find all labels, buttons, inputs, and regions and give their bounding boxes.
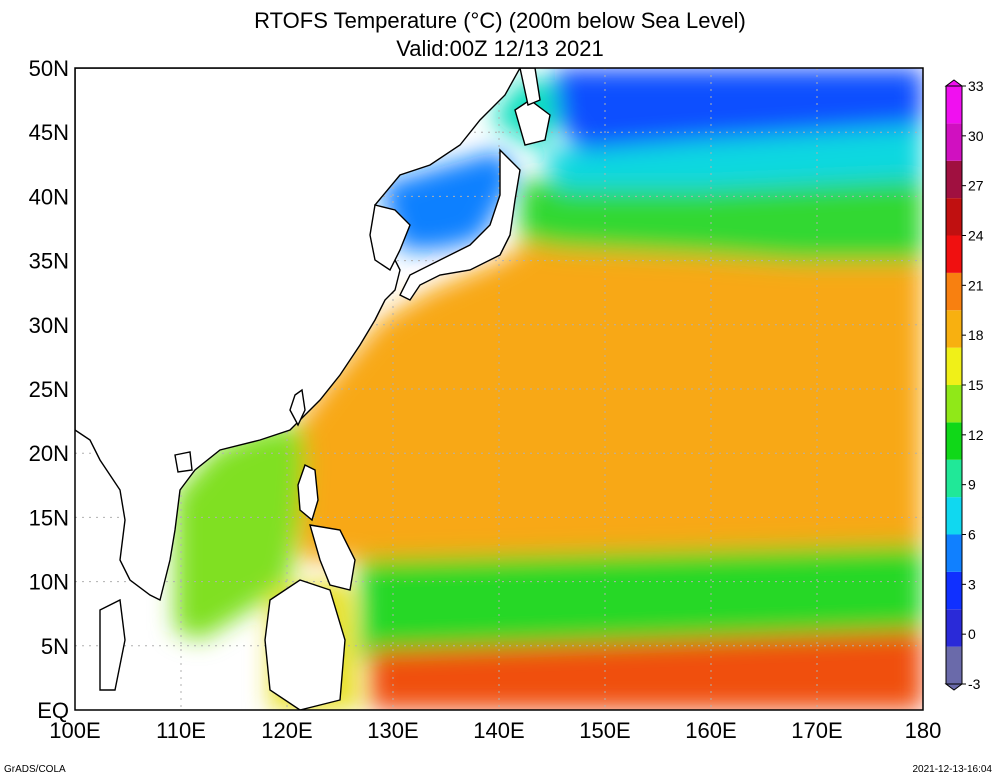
x-tick-label: 170E bbox=[791, 718, 842, 743]
colorbar-tick-label: 30 bbox=[968, 128, 984, 144]
x-tick-label: 100E bbox=[49, 718, 100, 743]
sakhalin bbox=[519, 68, 541, 106]
colorbar-segment bbox=[946, 422, 962, 460]
field-north-blue bbox=[555, 68, 923, 150]
colorbar-segment bbox=[946, 347, 962, 385]
plot-frame bbox=[74, 67, 924, 711]
colorbar-tick-label: 33 bbox=[968, 78, 984, 94]
colorbar-segment bbox=[946, 385, 962, 423]
colorbar-segment bbox=[946, 571, 962, 610]
japan-honshu bbox=[399, 148, 521, 301]
colorbar-segment bbox=[946, 609, 962, 647]
x-tick-label: 110E bbox=[156, 718, 206, 743]
colorbar-min-arrow bbox=[944, 683, 964, 691]
y-tick-label: 20N bbox=[29, 441, 69, 466]
colorbar-tick-label: 6 bbox=[968, 527, 976, 543]
colorbar-tick-label: -3 bbox=[968, 676, 981, 692]
x-tick-label: 130E bbox=[367, 718, 418, 743]
colorbar-tick-label: 21 bbox=[968, 277, 984, 293]
field-subtropical bbox=[300, 232, 923, 560]
field-tropical-green bbox=[360, 545, 923, 660]
y-tick-label: 5N bbox=[41, 634, 69, 659]
chart-subtitle: Valid:00Z 12/13 2021 bbox=[396, 36, 604, 61]
colorbar-segment bbox=[946, 534, 962, 572]
colorbar-segment bbox=[946, 123, 962, 161]
x-tick-label: 160E bbox=[685, 718, 736, 743]
colorbar-tick-label: 27 bbox=[968, 178, 984, 194]
colorbar-segment bbox=[946, 310, 962, 348]
borneo bbox=[264, 579, 346, 710]
colorbar-segment bbox=[946, 459, 962, 498]
field-north-green bbox=[520, 175, 923, 262]
colorbar-segment bbox=[946, 198, 962, 236]
colorbar bbox=[944, 79, 964, 691]
y-tick-label: 25N bbox=[29, 377, 69, 402]
philippines-luzon bbox=[297, 464, 319, 522]
colorbar-tick-label: 9 bbox=[968, 477, 976, 493]
field-north-cyan bbox=[540, 120, 923, 190]
field-equatorial bbox=[370, 630, 923, 710]
colorbar-tick-label: 0 bbox=[968, 626, 976, 642]
coastlines bbox=[75, 68, 551, 710]
y-tick-label: 50N bbox=[29, 56, 69, 81]
y-tick-label: 45N bbox=[29, 120, 69, 145]
y-tick-label: 10N bbox=[29, 570, 69, 595]
timestamp-label: 2021-12-13-16:04 bbox=[912, 764, 992, 775]
credit-label: GrADS/COLA bbox=[4, 764, 66, 775]
y-tick-label: 30N bbox=[29, 313, 69, 338]
colorbar-segment bbox=[946, 646, 962, 684]
colorbar-segment bbox=[946, 86, 962, 124]
hainan bbox=[174, 451, 193, 473]
x-tick-label: 120E bbox=[261, 718, 312, 743]
y-tick-label: 40N bbox=[29, 184, 69, 209]
colorbar-segment bbox=[946, 272, 962, 311]
colorbar-tick-label: 24 bbox=[968, 228, 984, 244]
x-tick-label: 150E bbox=[579, 718, 630, 743]
colorbar-max-arrow bbox=[944, 79, 964, 87]
chart-title: RTOFS Temperature (°C) (200m below Sea L… bbox=[254, 8, 746, 33]
colorbar-tick-label: 15 bbox=[968, 377, 984, 393]
field-scs bbox=[175, 425, 305, 640]
colorbar-tick-label: 18 bbox=[968, 327, 984, 343]
field-sea-of-japan bbox=[380, 150, 515, 250]
colorbar-labels: -3 0 3 6 9 12 15 18 21 24 27 30 33 bbox=[962, 78, 984, 692]
x-tick-label: 140E bbox=[473, 718, 524, 743]
x-axis-labels: 100E 110E 120E 130E 140E 150E 160E 170E 180 bbox=[49, 718, 941, 743]
y-tick-label: 35N bbox=[29, 249, 69, 274]
y-axis-labels: EQ 5N 10N 15N 20N 25N 30N 35N 40N 45N 50N bbox=[29, 56, 69, 723]
colorbar-tick-label: 3 bbox=[968, 576, 976, 592]
colorbar-segment bbox=[946, 235, 962, 273]
taiwan bbox=[289, 388, 306, 427]
colorbar-segment bbox=[946, 160, 962, 199]
y-tick-label: 15N bbox=[29, 505, 69, 530]
colorbar-segment bbox=[946, 497, 962, 535]
colorbar-tick-label: 12 bbox=[968, 427, 984, 443]
philippines-south bbox=[309, 524, 356, 591]
malay-peninsula bbox=[99, 598, 126, 691]
x-tick-label: 180 bbox=[905, 718, 942, 743]
y-tick-label: EQ bbox=[37, 698, 69, 723]
korean-peninsula bbox=[369, 204, 411, 272]
